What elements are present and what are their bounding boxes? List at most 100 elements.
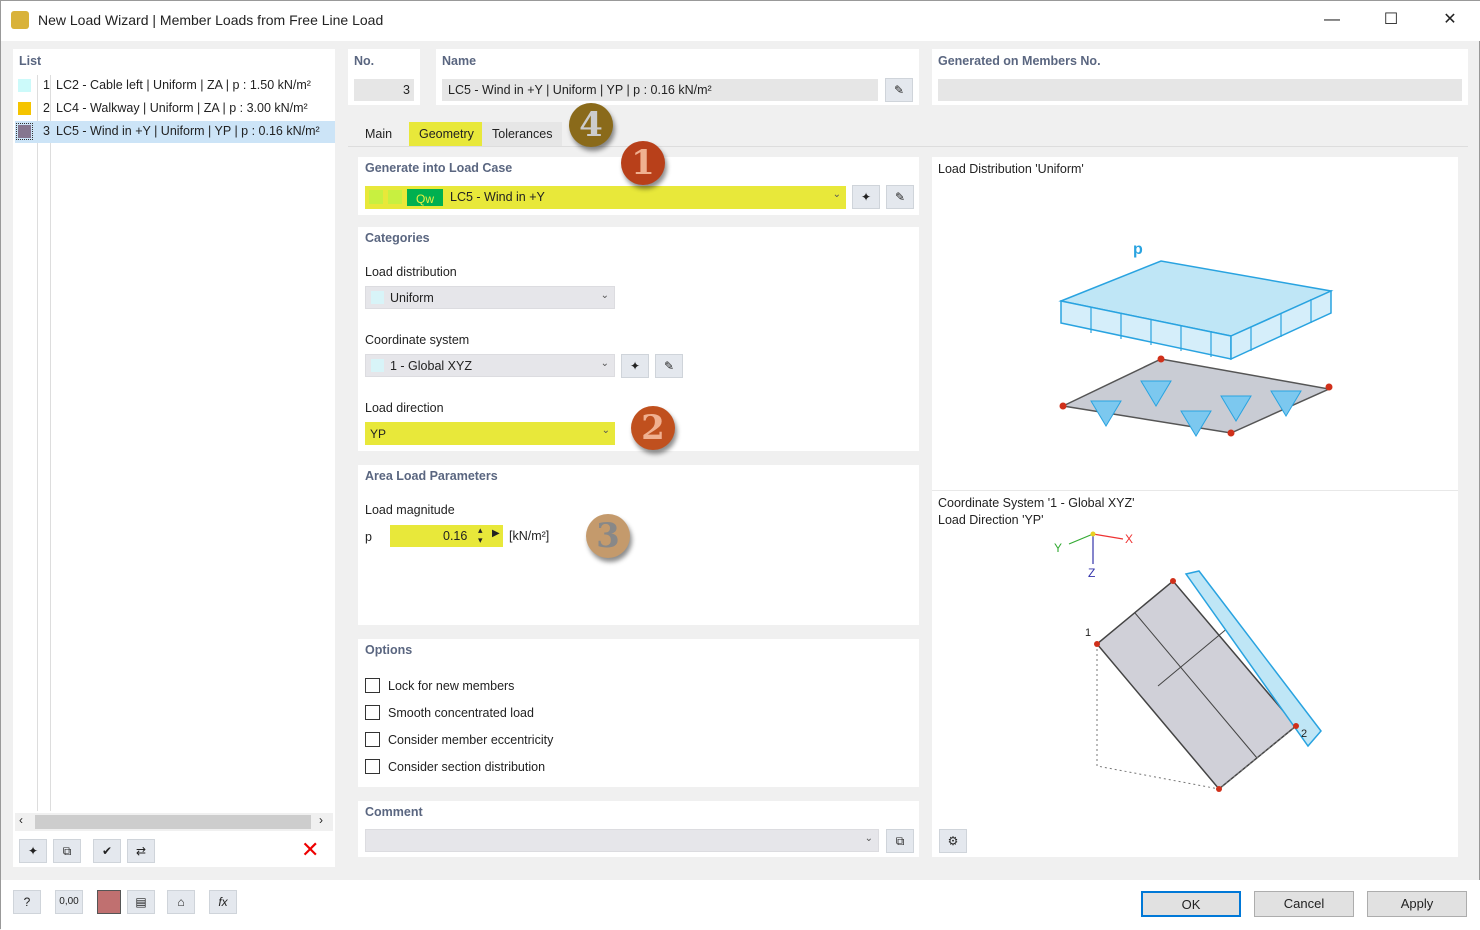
no-field[interactable]: 3 bbox=[354, 79, 414, 101]
item-label: LC2 - Cable left | Uniform | ZA | p : 1.… bbox=[56, 78, 311, 92]
load-case-select[interactable]: Qw LC5 - Wind in +Y ⌄ bbox=[365, 186, 846, 209]
chevron-down-icon: ⌄ bbox=[600, 290, 609, 301]
new-item-icon[interactable]: ✦ bbox=[19, 839, 47, 863]
scroll-thumb[interactable] bbox=[35, 815, 311, 829]
axis-x-label: X bbox=[1125, 532, 1134, 546]
chevron-down-icon: ⌄ bbox=[600, 358, 609, 369]
item-number: 3 bbox=[43, 124, 50, 138]
input-value: 0.16 bbox=[443, 529, 468, 543]
annotation-badge: 4 bbox=[569, 103, 613, 147]
cancel-button[interactable]: Cancel bbox=[1254, 891, 1354, 917]
display-settings-icon[interactable]: ▤ bbox=[127, 890, 155, 914]
item-label: LC5 - Wind in +Y | Uniform | YP | p : 0.… bbox=[56, 124, 320, 138]
chevron-down-icon: ⌄ bbox=[864, 833, 873, 844]
close-button[interactable]: ✕ bbox=[1443, 11, 1457, 28]
generate-header: Generate into Load Case bbox=[365, 161, 513, 175]
edit-load-case-icon[interactable]: ✎ bbox=[886, 185, 914, 209]
copy-item-icon[interactable]: ⧉ bbox=[53, 839, 81, 863]
list-item[interactable]: 1 LC2 - Cable left | Uniform | ZA | p : … bbox=[15, 75, 335, 97]
color-swatch bbox=[18, 102, 31, 115]
item-label: LC4 - Walkway | Uniform | ZA | p : 3.00 … bbox=[56, 101, 308, 115]
list-header: List bbox=[19, 54, 42, 68]
delete-icon[interactable]: ✕ bbox=[301, 837, 320, 862]
load-distribution-label: Load distribution bbox=[365, 265, 457, 279]
formula-icon[interactable]: fx bbox=[209, 890, 237, 914]
generated-members-field[interactable] bbox=[938, 79, 1462, 101]
check-all-icon[interactable]: ✔ bbox=[93, 839, 121, 863]
load-direction-diagram bbox=[1068, 531, 1322, 792]
tab-main[interactable]: Main bbox=[355, 122, 403, 146]
select-value: 1 - Global XYZ bbox=[390, 359, 472, 373]
item-number: 1 bbox=[43, 78, 50, 92]
no-label: No. bbox=[354, 54, 375, 68]
chevron-down-icon: ⌄ bbox=[601, 425, 610, 436]
p-symbol: p bbox=[365, 530, 372, 544]
units-icon[interactable]: 0,00 bbox=[55, 890, 83, 914]
toggle-check-icon[interactable]: ⇄ bbox=[127, 839, 155, 863]
ok-button[interactable]: OK bbox=[1141, 891, 1241, 917]
options-header: Options bbox=[365, 643, 413, 657]
load-case-tag: Qw bbox=[407, 189, 443, 206]
color-swatch bbox=[18, 79, 31, 92]
load-direction-title: Load Direction 'YP' bbox=[938, 513, 1044, 527]
new-coordinate-system-icon[interactable]: ✦ bbox=[621, 354, 649, 378]
comment-input[interactable]: ⌄ bbox=[365, 829, 879, 852]
new-load-case-icon[interactable]: ✦ bbox=[852, 185, 880, 209]
view-icon[interactable]: ⌂ bbox=[167, 890, 195, 914]
play-arrow-icon[interactable]: ▶ bbox=[492, 528, 500, 539]
app-icon bbox=[11, 11, 29, 29]
edit-name-icon[interactable]: ✎ bbox=[885, 78, 913, 102]
load-distribution-select[interactable]: Uniform ⌄ bbox=[365, 286, 615, 309]
generated-label: Generated on Members No. bbox=[938, 54, 1101, 68]
checkbox[interactable] bbox=[365, 678, 380, 693]
tab-tolerances[interactable]: Tolerances bbox=[482, 122, 563, 146]
checkbox[interactable] bbox=[365, 759, 380, 774]
color-icon[interactable] bbox=[97, 890, 121, 914]
area-load-header: Area Load Parameters bbox=[365, 469, 498, 483]
preview-options-icon[interactable]: ⚙ bbox=[939, 829, 967, 853]
checkbox[interactable] bbox=[365, 705, 380, 720]
axis-y-label: Y bbox=[1054, 541, 1063, 555]
list-item[interactable]: 2 LC4 - Walkway | Uniform | ZA | p : 3.0… bbox=[15, 98, 335, 120]
load-direction-select[interactable]: YP ⌄ bbox=[365, 422, 615, 445]
name-field[interactable]: LC5 - Wind in +Y | Uniform | YP | p : 0.… bbox=[442, 79, 878, 101]
annotation-badge: 2 bbox=[631, 406, 675, 450]
edit-coordinate-system-icon[interactable]: ✎ bbox=[655, 354, 683, 378]
horizontal-scrollbar[interactable]: ‹ › bbox=[15, 813, 333, 831]
checkbox[interactable] bbox=[365, 732, 380, 747]
chevron-down-icon: ⌄ bbox=[832, 189, 841, 200]
coordinate-system-label: Coordinate system bbox=[365, 333, 470, 347]
option-label: Lock for new members bbox=[388, 679, 515, 693]
option-label: Consider member eccentricity bbox=[388, 733, 554, 747]
select-value: Uniform bbox=[390, 291, 434, 305]
list-item-selected[interactable]: 3 LC5 - Wind in +Y | Uniform | YP | p : … bbox=[15, 121, 335, 143]
node-2-label: 2 bbox=[1301, 728, 1308, 740]
coordinate-system-title: Coordinate System '1 - Global XYZ' bbox=[938, 496, 1135, 510]
option-label: Smooth concentrated load bbox=[388, 706, 534, 720]
option-label: Consider section distribution bbox=[388, 760, 546, 774]
options-section bbox=[358, 639, 919, 787]
list-panel bbox=[13, 49, 335, 867]
title-bar: New Load Wizard | Member Loads from Free… bbox=[1, 1, 1480, 41]
annotation-badge: 1 bbox=[621, 141, 665, 185]
axis-z-label: Z bbox=[1088, 566, 1096, 580]
annotation-badge: 3 bbox=[586, 514, 630, 558]
load-direction-label: Load direction bbox=[365, 401, 444, 415]
unit-label: [kN/m²] bbox=[509, 529, 550, 543]
load-case-value: LC5 - Wind in +Y bbox=[450, 190, 545, 204]
help-icon[interactable]: ? bbox=[13, 890, 41, 914]
minimize-button[interactable]: — bbox=[1324, 11, 1340, 28]
comment-header: Comment bbox=[365, 805, 423, 819]
comment-library-icon[interactable]: ⧉ bbox=[886, 829, 914, 853]
maximize-button[interactable]: ☐ bbox=[1383, 11, 1399, 28]
apply-button[interactable]: Apply bbox=[1367, 891, 1467, 917]
load-magnitude-label: Load magnitude bbox=[365, 503, 455, 517]
spinner-icon[interactable]: ▴ ▾ bbox=[478, 525, 483, 545]
uniform-load-diagram bbox=[1058, 260, 1334, 437]
coordinate-system-select[interactable]: 1 - Global XYZ ⌄ bbox=[365, 354, 615, 377]
tab-geometry[interactable]: Geometry bbox=[409, 122, 484, 146]
distribution-title: Load Distribution 'Uniform' bbox=[938, 162, 1084, 176]
load-magnitude-input[interactable]: 0.16 ▴ ▾ ▶ bbox=[390, 525, 503, 547]
scroll-right-icon[interactable]: › bbox=[319, 813, 323, 827]
scroll-left-icon[interactable]: ‹ bbox=[19, 813, 23, 827]
